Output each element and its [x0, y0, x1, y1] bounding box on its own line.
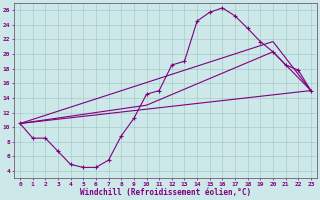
- X-axis label: Windchill (Refroidissement éolien,°C): Windchill (Refroidissement éolien,°C): [80, 188, 251, 197]
